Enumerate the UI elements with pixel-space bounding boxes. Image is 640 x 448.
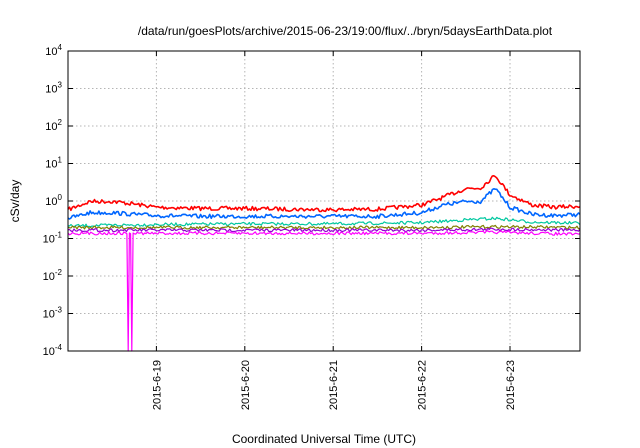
plot-frame xyxy=(67,50,581,352)
y-tick-label: 10-1 xyxy=(43,231,63,246)
x-tick-label: 2015-6-21 xyxy=(328,360,340,410)
y-tick-label: 10-3 xyxy=(43,306,63,321)
grid xyxy=(68,51,580,351)
y-tick-label: 102 xyxy=(45,118,62,133)
series-line-1 xyxy=(67,175,581,213)
chart-title: /data/run/goesPlots/archive/2015-06-23/1… xyxy=(138,24,553,38)
data-series xyxy=(67,175,581,352)
x-tick-label: 2015-6-23 xyxy=(505,360,517,410)
y-tick-label: 10-4 xyxy=(43,343,63,358)
y-tick-label: 101 xyxy=(45,156,62,171)
y-tick-label: 10-2 xyxy=(43,268,63,283)
series-line-2 xyxy=(67,188,581,220)
series-line-6 xyxy=(67,230,581,352)
series-line-5 xyxy=(67,227,581,233)
series-line-4 xyxy=(67,224,581,230)
y-tick-label: 100 xyxy=(45,193,62,208)
y-tick-label: 104 xyxy=(45,43,62,58)
x-tick-label: 2015-6-20 xyxy=(240,360,252,410)
x-tick-label: 2015-6-22 xyxy=(417,360,429,410)
y-tick-label: 103 xyxy=(45,81,62,96)
x-tick-label: 2015-6-19 xyxy=(151,360,163,410)
axes: 10-4 10-3 10-2 10-1 100 101 102 103 104 2015-6-19… xyxy=(43,43,580,410)
x-axis-label: Coordinated Universal Time (UTC) xyxy=(232,432,416,446)
series-line-3 xyxy=(67,216,581,228)
y-axis-label: cSv/day xyxy=(8,180,22,223)
